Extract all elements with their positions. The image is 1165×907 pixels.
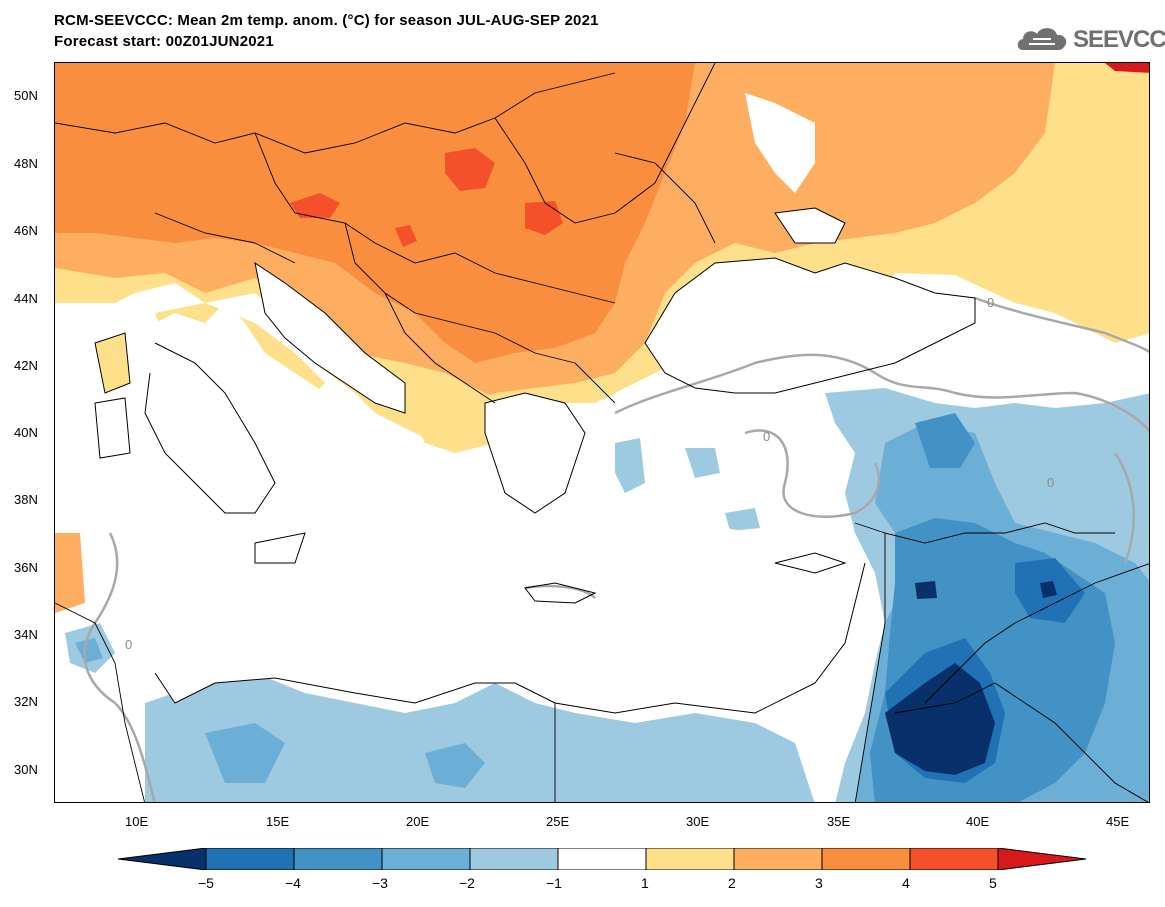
anomaly-neg1-2-turkey-c	[685, 448, 720, 478]
colorbar-segment	[821, 847, 911, 871]
y-tick-label: 34N	[14, 627, 38, 642]
colorbar-segment	[645, 847, 735, 871]
anomaly-neg1-2-turkey-w	[615, 438, 645, 493]
sea-mediterranean	[55, 303, 865, 713]
x-tick-label: 15E	[266, 814, 290, 829]
contour-label: 0	[987, 295, 994, 310]
anomaly-4-5-serbia	[395, 225, 417, 247]
coastlines	[94, 207, 976, 714]
anomaly-3-4	[55, 63, 695, 363]
anomaly-4-5-hungary	[445, 148, 495, 191]
colorbar	[117, 847, 1087, 871]
colorbar-label: −2	[459, 875, 475, 891]
x-tick-label: 20E	[406, 814, 430, 829]
x-tick-label: 35E	[827, 814, 851, 829]
cloud-icon	[1017, 28, 1067, 50]
colorbar-segment	[557, 847, 647, 871]
colorbar-svg	[117, 847, 1087, 871]
zero-contour-levant	[1113, 452, 1135, 564]
colorbar-arrow-high	[997, 847, 1087, 871]
colorbar-label: 2	[728, 875, 736, 891]
colorbar-label: 1	[641, 875, 649, 891]
zero-contour-north	[974, 296, 1149, 354]
colorbar-segment	[205, 847, 295, 871]
x-tick-label: 40E	[966, 814, 990, 829]
colorbar-label: −3	[372, 875, 388, 891]
map-title: RCM-SEEVCCC: Mean 2m temp. anom. (°C) fo…	[54, 12, 599, 29]
anomaly-4-5-slovenia	[290, 193, 340, 218]
sea-aegean	[485, 393, 585, 513]
y-tick-label: 48N	[14, 156, 38, 171]
y-tick-label: 36N	[14, 560, 38, 575]
anomaly-4-5-romania	[525, 201, 563, 235]
borders	[55, 63, 1149, 802]
sea-adriatic	[255, 263, 405, 413]
y-tick-label: 44N	[14, 291, 38, 306]
x-tick-label: 45E	[1106, 814, 1130, 829]
y-tick-label: 32N	[14, 694, 38, 709]
colorbar-label: 5	[989, 875, 997, 891]
colorbar-label: 3	[815, 875, 823, 891]
forecast-start: Forecast start: 00Z01JUN2021	[54, 33, 274, 50]
anomaly-below-neg5-iraq	[1040, 581, 1057, 598]
y-tick-label: 38N	[14, 492, 38, 507]
contour-label: 0	[1047, 475, 1054, 490]
colorbar-segment	[469, 847, 559, 871]
y-tick-label: 46N	[14, 223, 38, 238]
y-tick-label: 30N	[14, 762, 38, 777]
contour-label: 0	[125, 637, 132, 652]
zero-contour-turkey	[614, 353, 1149, 433]
colorbar-segment	[293, 847, 383, 871]
colorbar-arrow-low	[117, 847, 207, 871]
anomaly-neg2-3-libya	[205, 723, 285, 783]
sea-azov	[775, 208, 845, 243]
colorbar-label: −1	[546, 875, 562, 891]
anomaly-neg3-4-north	[915, 413, 975, 468]
y-tick-label: 40N	[14, 425, 38, 440]
anomaly-1-2-africa-w	[55, 533, 85, 613]
colorbar-label: −5	[198, 875, 214, 891]
anomaly-neg1-2-turkey-s	[725, 508, 760, 531]
anomaly-neg1-2-libya	[145, 673, 815, 802]
y-tick-label: 50N	[14, 88, 38, 103]
y-tick-label: 42N	[14, 358, 38, 373]
x-tick-label: 25E	[546, 814, 570, 829]
anomaly-neg4-5-syria	[915, 581, 937, 599]
x-tick-label: 10E	[125, 814, 149, 829]
colorbar-label: 4	[902, 875, 910, 891]
anomaly-neg2-3-tunisia	[75, 638, 103, 663]
x-tick-label: 30E	[686, 814, 710, 829]
seevccc-logo: SEEVCCC	[1015, 22, 1165, 56]
anomaly-1-2-corsica	[95, 333, 130, 393]
colorbar-segment	[381, 847, 471, 871]
logo-text: SEEVCCC	[1073, 26, 1165, 53]
zero-contour-anatolia	[744, 429, 881, 518]
anomaly-neg2-3-libya-e	[425, 743, 485, 788]
land-ukraine-white	[745, 93, 815, 193]
colorbar-segment	[733, 847, 823, 871]
anomaly-5plus-ne	[1105, 63, 1149, 73]
anomaly-below-neg5	[885, 663, 995, 775]
anomaly-map: 0 0 0 0	[55, 63, 1149, 802]
colorbar-segment	[909, 847, 999, 871]
contour-label: 0	[763, 429, 770, 444]
map-panel: 0 0 0 0	[54, 62, 1150, 803]
colorbar-label: −4	[285, 875, 301, 891]
zero-contour-africa	[83, 532, 156, 802]
sea-black-sea	[645, 258, 975, 393]
sea-tyrrhenian	[145, 343, 275, 513]
